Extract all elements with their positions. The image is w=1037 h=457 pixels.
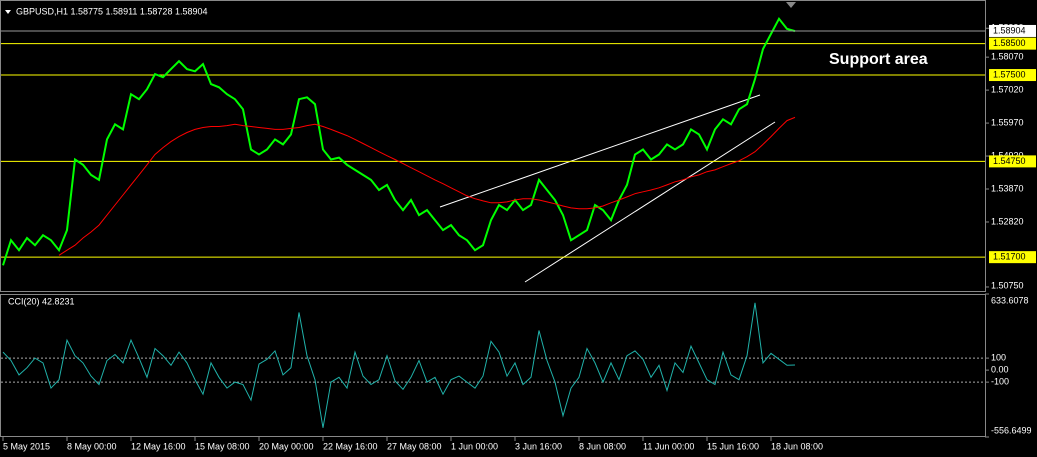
x-tick-label: 27 May 08:00 <box>387 441 442 451</box>
y-tick-label: 1.57020 <box>991 84 1024 94</box>
level-box <box>989 155 1036 168</box>
y-tick-label: 1.55970 <box>991 117 1024 127</box>
annotation: Support area <box>829 51 928 68</box>
price-title: GBPUSD,H1 1.58775 1.58911 1.58728 1.5890… <box>16 6 207 16</box>
series-line <box>58 116 796 256</box>
x-tick-label: 8 Jun 08:00 <box>579 441 626 451</box>
x-tick-label: 3 Jun 16:00 <box>515 441 562 451</box>
y-tick-label: 1.50750 <box>991 280 1024 290</box>
x-tick-label: 1 Jun 00:00 <box>451 441 498 451</box>
y-tick-label: -100 <box>991 377 1009 387</box>
y-tick-label: 1.58070 <box>991 52 1024 62</box>
x-tick-label: 11 Jun 00:00 <box>643 441 694 451</box>
x-tick-label: 12 May 16:00 <box>131 441 186 451</box>
level-label: 1.58500 <box>993 38 1026 48</box>
level-label: 1.54750 <box>993 156 1026 166</box>
trend-line <box>524 121 776 283</box>
level-label: 1.57500 <box>993 69 1026 79</box>
x-tick-label: 15 May 08:00 <box>195 441 250 451</box>
x-tick-label: 5 May 2015 <box>3 441 50 451</box>
level-box <box>989 37 1036 50</box>
shift-marker <box>786 2 796 8</box>
series-line <box>2 16 796 266</box>
x-tick-label: 18 Jun 08:00 <box>771 441 823 451</box>
y-tick-label: -556.6499 <box>991 425 1032 435</box>
price-box <box>989 24 1036 37</box>
price-label: 1.58904 <box>993 25 1026 35</box>
series-line <box>2 302 796 428</box>
y-tick-label: 100 <box>991 352 1006 362</box>
y-tick-label: 1.52820 <box>991 216 1024 226</box>
x-tick-label: 15 Jun 16:00 <box>707 441 759 451</box>
price-frame <box>0 0 986 292</box>
y-tick-label: 1.53870 <box>991 183 1024 193</box>
y-tick-label: 0.00 <box>991 364 1009 374</box>
level-box <box>989 251 1036 264</box>
menu-arrow <box>5 10 11 14</box>
x-tick-label: 22 May 16:00 <box>323 441 378 451</box>
level-label: 1.51700 <box>993 252 1026 262</box>
x-tick-label: 8 May 00:00 <box>67 441 117 451</box>
cci-title: CCI(20) 42.8231 <box>8 296 75 306</box>
x-tick-label: 20 May 00:00 <box>259 441 314 451</box>
level-box <box>989 69 1036 82</box>
trend-line <box>439 94 761 208</box>
cci-frame <box>0 294 986 437</box>
y-tick-label: 633.6078 <box>991 295 1029 305</box>
